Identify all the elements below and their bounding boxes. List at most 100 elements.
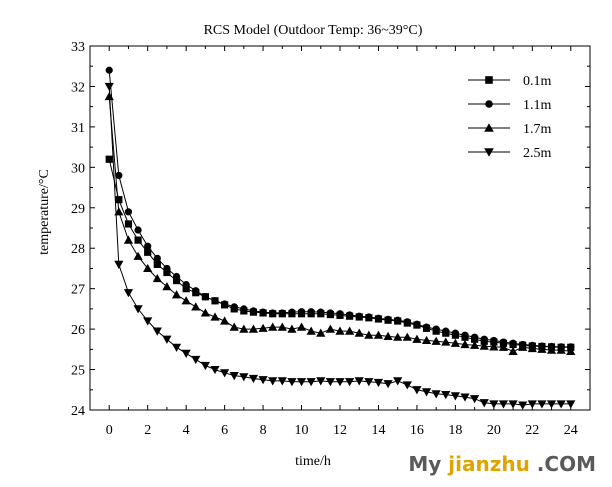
data-point (537, 344, 547, 353)
x-tick-label: 16 (410, 423, 424, 438)
data-point (479, 399, 489, 408)
x-tick-label: 14 (371, 423, 385, 438)
data-point (210, 365, 220, 375)
data-point (373, 330, 384, 339)
legend-label: 1.7m (523, 122, 552, 137)
data-point (105, 155, 113, 163)
data-point (172, 276, 181, 285)
data-point (470, 340, 480, 349)
data-point (326, 309, 334, 317)
data-point (171, 343, 182, 352)
watermark-part3: .COM (530, 452, 596, 476)
data-point (143, 263, 153, 273)
legend-item: 0.1m (468, 74, 552, 89)
x-tick-label: 2 (144, 423, 151, 438)
data-point (450, 392, 460, 401)
data-point (104, 82, 114, 92)
data-point (316, 377, 326, 386)
data-point (412, 386, 422, 395)
series-line (108, 159, 571, 348)
data-point (345, 326, 355, 335)
data-point (450, 338, 460, 347)
data-point (172, 272, 181, 281)
data-point (498, 342, 509, 351)
data-point (422, 323, 431, 331)
data-point (546, 345, 557, 354)
data-point (479, 341, 489, 350)
x-axis-label: time/h (295, 454, 331, 469)
data-point (374, 314, 383, 322)
y-tick-label: 33 (71, 40, 85, 55)
data-point (307, 308, 315, 316)
data-point (288, 308, 296, 316)
data-point (471, 333, 479, 341)
series-1-1m (105, 66, 575, 351)
legend-item: 1.7m (468, 122, 552, 137)
data-point (402, 381, 412, 390)
data-point (509, 339, 517, 347)
data-point (556, 400, 566, 409)
watermark-part2: jianzhu (447, 452, 530, 476)
data-point (296, 322, 307, 331)
data-point (220, 369, 230, 378)
data-point (451, 329, 459, 337)
data-point (508, 400, 518, 409)
data-point (537, 400, 547, 409)
data-point (421, 335, 432, 345)
plot-area (104, 66, 576, 410)
data-point (259, 308, 267, 316)
data-point (336, 310, 344, 318)
data-point (442, 327, 450, 335)
data-point (248, 324, 259, 333)
data-point (431, 390, 441, 399)
data-point (490, 336, 498, 345)
legend-item: 2.5m (468, 146, 552, 161)
data-point (345, 378, 355, 387)
data-point (460, 393, 470, 402)
data-point (287, 324, 297, 333)
series-line (108, 70, 571, 348)
data-point (373, 378, 384, 388)
data-point (268, 377, 278, 386)
data-point (152, 273, 162, 283)
data-point (229, 372, 239, 381)
data-point (114, 260, 124, 269)
series-2-5m (104, 82, 576, 410)
series-line (108, 86, 571, 406)
data-point (394, 316, 402, 324)
data-point (441, 391, 451, 400)
data-point (566, 346, 576, 355)
y-tick-label: 32 (71, 80, 85, 95)
data-point (460, 339, 470, 349)
y-tick-label: 26 (71, 323, 85, 338)
data-point (518, 401, 528, 410)
data-point (144, 248, 152, 256)
x-tick-label: 12 (333, 423, 347, 438)
x-tick-label: 8 (260, 423, 267, 438)
data-point (134, 236, 142, 244)
data-point (546, 400, 557, 409)
y-ticks: 24 25 26 27 28 29 30 31 32 33 (71, 40, 590, 419)
data-point (393, 332, 403, 341)
legend-marker (484, 148, 494, 157)
data-point (105, 66, 113, 74)
data-point (441, 337, 451, 346)
data-point (163, 268, 171, 277)
data-point (249, 307, 258, 315)
data-point (163, 264, 171, 273)
data-point (239, 373, 249, 382)
x-tick-label: 22 (525, 423, 539, 438)
data-point (258, 376, 268, 385)
legend-marker (484, 123, 494, 132)
data-point (383, 380, 393, 389)
data-point (384, 315, 392, 324)
series-0-1m (105, 155, 575, 351)
data-point (480, 335, 488, 343)
plot-frame (89, 45, 591, 411)
y-tick-label: 27 (71, 283, 85, 298)
data-point (220, 316, 230, 325)
data-point (133, 305, 143, 314)
legend-label: 2.5m (523, 146, 552, 161)
data-point (364, 378, 374, 387)
